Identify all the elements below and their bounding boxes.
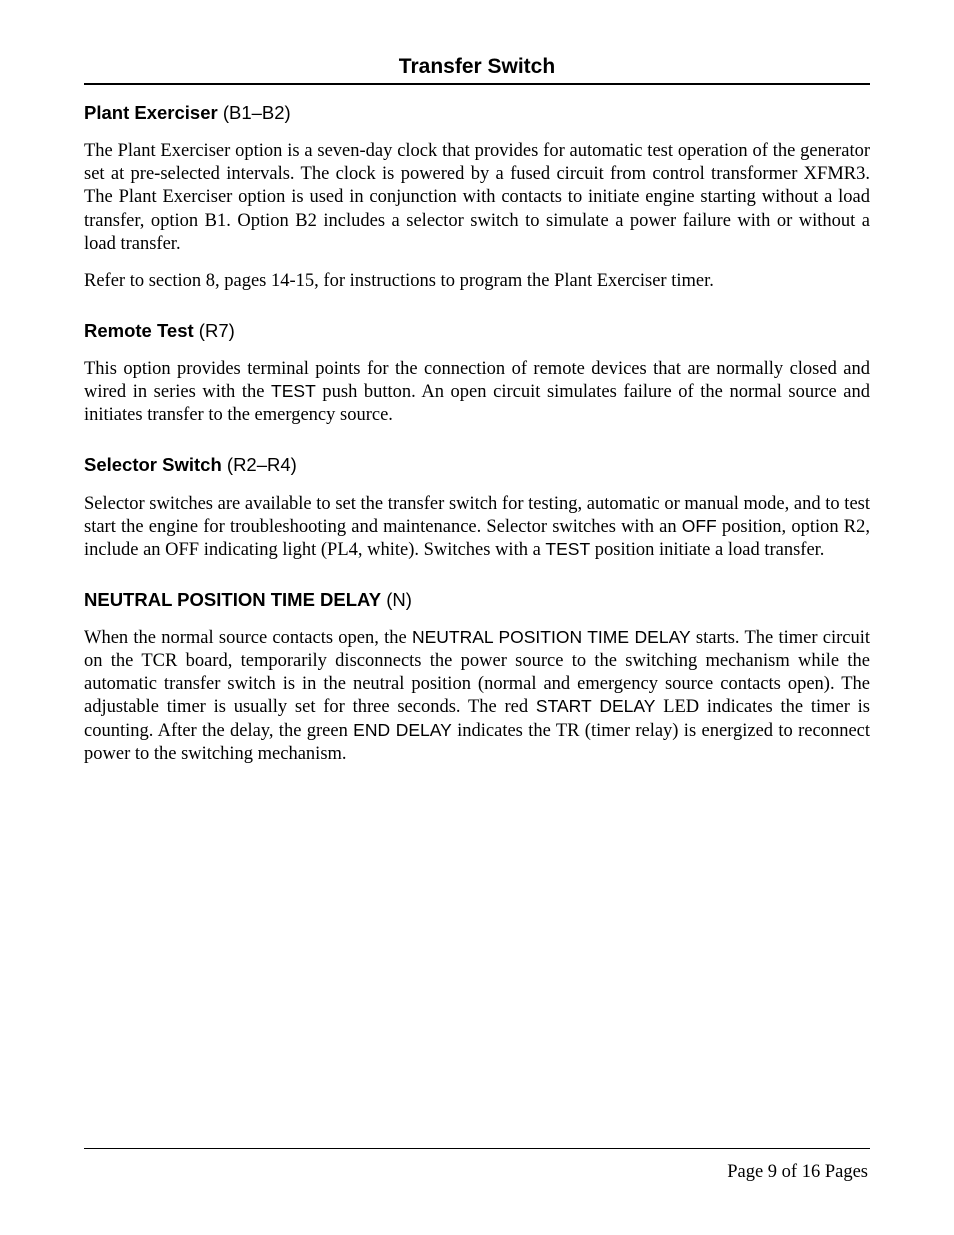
heading-bold: Remote Test bbox=[84, 320, 194, 341]
footer-rule bbox=[84, 1148, 870, 1149]
page-title: Transfer Switch bbox=[84, 55, 870, 79]
section-heading-remote-test: Remote Test (R7) bbox=[84, 319, 870, 344]
body-paragraph: Selector switches are available to set t… bbox=[84, 493, 870, 562]
body-paragraph: The Plant Exerciser option is a seven-da… bbox=[84, 140, 870, 256]
heading-suffix: (N) bbox=[381, 589, 412, 610]
heading-suffix: (R2–R4) bbox=[222, 454, 297, 475]
page-container: Transfer Switch Plant Exerciser (B1–B2) … bbox=[0, 0, 954, 1235]
section-heading-neutral-position: NEUTRAL POSITION TIME DELAY (N) bbox=[84, 588, 870, 613]
page-number: Page 9 of 16 Pages bbox=[727, 1162, 868, 1183]
section-gap bbox=[84, 576, 870, 588]
heading-bold: Plant Exerciser bbox=[84, 102, 218, 123]
body-paragraph: Refer to section 8, pages 14-15, for ins… bbox=[84, 270, 870, 293]
heading-suffix: (R7) bbox=[194, 320, 235, 341]
heading-bold: NEUTRAL POSITION TIME DELAY bbox=[84, 589, 381, 610]
section-heading-plant-exerciser: Plant Exerciser (B1–B2) bbox=[84, 101, 870, 126]
section-gap bbox=[84, 307, 870, 319]
heading-suffix: (B1–B2) bbox=[218, 102, 291, 123]
section-heading-selector-switch: Selector Switch (R2–R4) bbox=[84, 453, 870, 478]
section-gap bbox=[84, 441, 870, 453]
body-paragraph: When the normal source contacts open, th… bbox=[84, 627, 870, 766]
heading-bold: Selector Switch bbox=[84, 454, 222, 475]
body-paragraph: This option provides terminal points for… bbox=[84, 358, 870, 427]
header-rule bbox=[84, 83, 870, 85]
